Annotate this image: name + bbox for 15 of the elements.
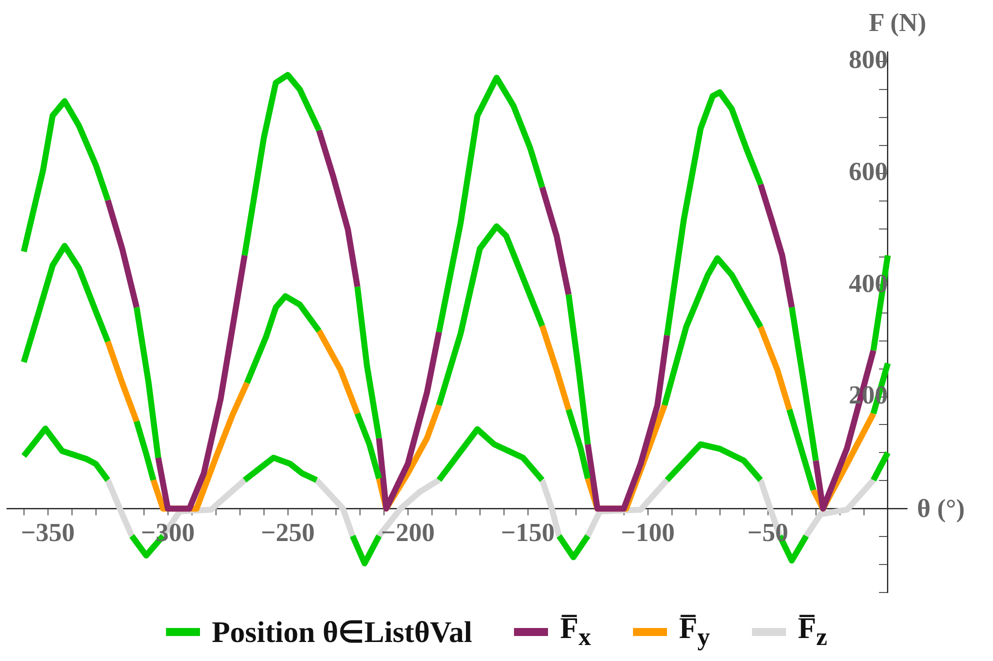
y-tick-label: 600 <box>848 156 888 186</box>
legend-label: F̅$_{x}$ <box>560 612 591 652</box>
x-tick-label: −200 <box>380 518 435 547</box>
legend-label: F̅$_{y}$ <box>678 612 710 652</box>
x-tick-label: −250 <box>260 518 315 547</box>
legend-label: F̅$_{z}$ <box>798 612 828 652</box>
x-tick-label: −50 <box>747 518 788 547</box>
y-axis-title: F (N) <box>868 8 926 38</box>
x-axis-title: θ (°) <box>917 494 965 524</box>
x-tick-label: −150 <box>500 518 555 547</box>
x-tick-label: −350 <box>20 518 75 547</box>
x-tick-label: −300 <box>140 518 195 547</box>
x-tick-label: −100 <box>620 518 675 547</box>
legend-label: Position θ∈ListθVal <box>212 615 472 650</box>
y-tick-label: 800 <box>848 45 888 74</box>
